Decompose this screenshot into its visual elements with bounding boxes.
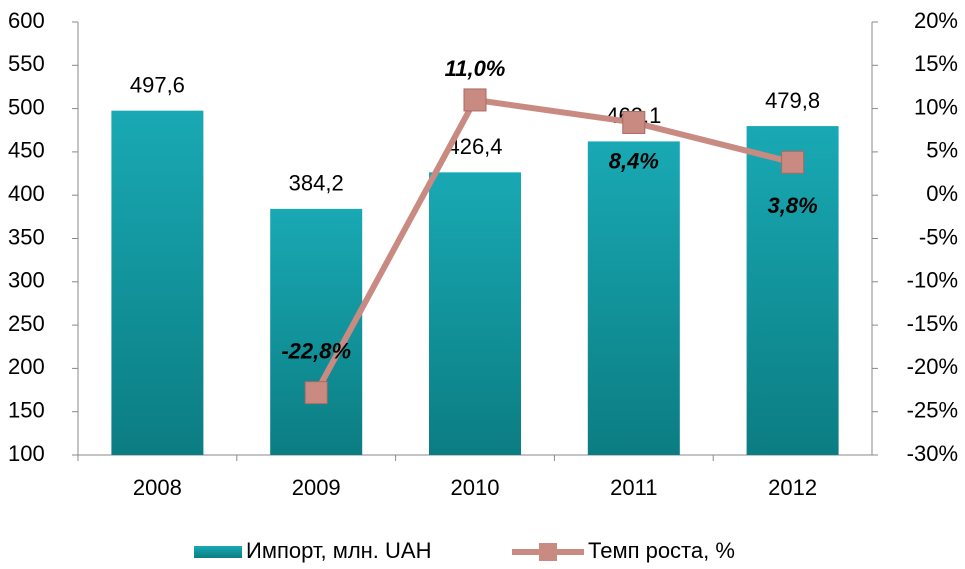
y-tick-label: 250 [8,311,45,336]
legend: Импорт, млн. UAH Темп роста, % [194,538,735,563]
x-tick-label: 2012 [768,475,817,500]
y2-tick-label: -30% [907,441,958,466]
bar [111,110,204,455]
line-marker [781,150,805,174]
bar-value-label: 479,8 [765,88,820,113]
legend-marker [539,543,557,561]
bar [429,172,521,456]
x-tick-label: 2011 [610,475,657,500]
y-tick-label: 300 [8,268,45,293]
y-tick-label: 400 [8,181,45,206]
y2-tick-label: 15% [914,51,958,76]
line-value-label: 3,8% [768,193,818,218]
y-tick-label: 450 [8,138,45,163]
y-tick-label: 600 [8,8,45,33]
line-value-label: 8,4% [609,148,659,173]
y2-tick-label: 0% [926,181,958,206]
y2-tick-label: -15% [907,311,958,336]
line [313,96,794,395]
y-tick-label: 350 [8,224,45,249]
y2-tick-label: -20% [907,354,958,379]
y-tick-label: 150 [8,398,45,423]
line-marker [463,88,487,112]
legend-label: Темп роста, % [588,538,735,563]
legend-swatch [194,546,242,558]
y2-tick-label: -10% [907,268,958,293]
y2-tick-label: 5% [926,138,958,163]
y-tick-label: 200 [8,354,45,379]
y2-tick-label: -25% [907,398,958,423]
bar [587,141,680,456]
bar-value-label: 384,2 [289,171,344,196]
line-value-label: -22,8% [281,338,351,363]
x-tick-label: 2010 [451,475,500,500]
bar-value-label: 497,6 [130,72,185,97]
y-tick-label: 500 [8,94,45,119]
y2-tick-label: -5% [919,224,958,249]
line-marker [304,381,328,405]
y2-tick-label: 20% [914,8,958,33]
x-tick-label: 2008 [133,475,182,500]
y-tick-label: 100 [8,441,45,466]
y2-tick-label: 10% [914,94,958,119]
line-value-label: 11,0% [445,56,506,81]
line-marker [622,110,646,134]
legend-label: Импорт, млн. UAH [246,538,432,563]
bar [746,126,839,455]
y-tick-label: 550 [8,51,45,76]
x-tick-label: 2009 [292,475,341,500]
